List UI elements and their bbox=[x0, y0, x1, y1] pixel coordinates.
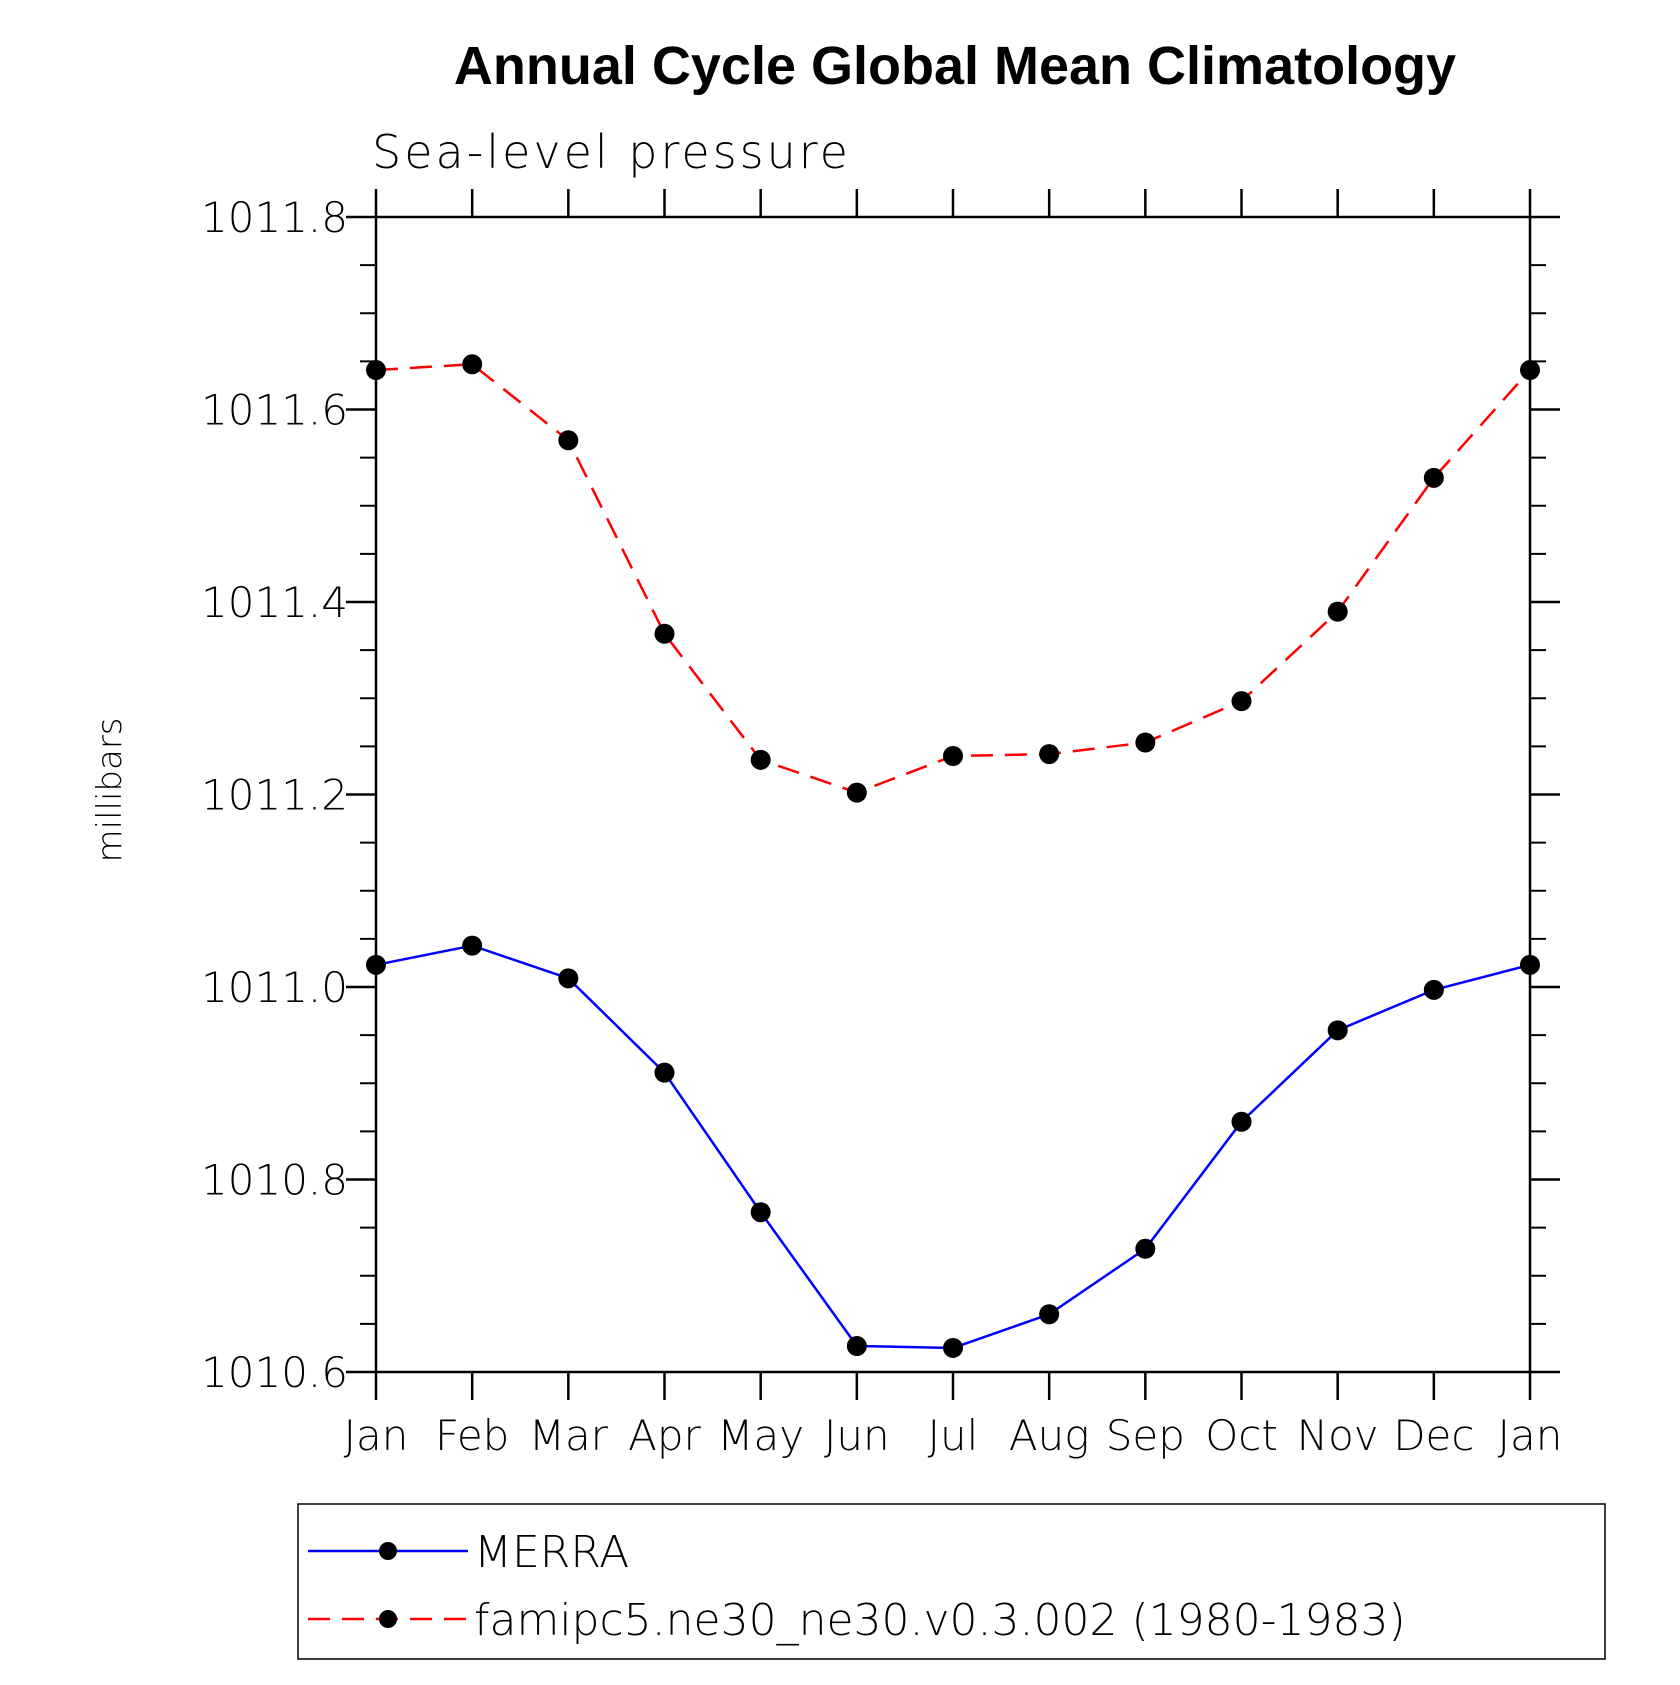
axes: 1010.6 1010.8 1011.0 1011.2 1011.4 1011.6 1011… bbox=[201, 189, 1562, 1460]
data-point bbox=[654, 623, 675, 644]
data-point bbox=[1520, 954, 1540, 975]
data-point bbox=[366, 360, 386, 381]
series-1 bbox=[366, 354, 1540, 803]
y-tick-label: 1011.4 bbox=[201, 578, 348, 627]
data-point bbox=[1039, 1304, 1060, 1325]
y-axis-label: millibars bbox=[90, 717, 130, 862]
data-point bbox=[943, 1337, 963, 1358]
data-point bbox=[1231, 1111, 1252, 1132]
chart-title: Annual Cycle Global Mean Climatology bbox=[454, 36, 1456, 96]
x-tick-label: Sep bbox=[1106, 1411, 1185, 1460]
x-tick-label: May bbox=[717, 1411, 804, 1460]
data-point bbox=[1135, 732, 1156, 753]
y-tick-label: 1010.8 bbox=[201, 1156, 348, 1205]
data-point bbox=[1423, 979, 1444, 1000]
x-tick-label: Nov bbox=[1297, 1411, 1379, 1460]
data-point bbox=[462, 354, 483, 375]
data-point bbox=[558, 968, 579, 989]
data-point bbox=[1327, 1020, 1348, 1041]
x-tick-label: Dec bbox=[1393, 1411, 1474, 1460]
data-point bbox=[846, 1336, 867, 1357]
x-tick-label: Jan bbox=[1498, 1411, 1563, 1460]
y-tick-label: 1010.6 bbox=[201, 1348, 348, 1397]
series-line bbox=[375, 944, 1531, 1350]
series-layer bbox=[366, 354, 1540, 1358]
legend-marker bbox=[379, 1542, 397, 1560]
data-point bbox=[1327, 601, 1348, 622]
legend: MERRA famipc5.ne30_ne30.v0.3.002 (1980-19… bbox=[297, 1503, 1606, 1660]
x-tick-label: Mar bbox=[529, 1411, 609, 1460]
y-tick-label: 1011.6 bbox=[201, 386, 348, 435]
legend-label: famipc5.ne30_ne30.v0.3.002 (1980-1983) bbox=[474, 1595, 1406, 1646]
x-tick-label: Feb bbox=[435, 1411, 509, 1460]
x-tick-label: Jan bbox=[344, 1411, 409, 1460]
data-point bbox=[846, 782, 867, 803]
legend-box bbox=[297, 1503, 1606, 1660]
data-point bbox=[366, 954, 386, 975]
legend-label: MERRA bbox=[474, 1527, 629, 1578]
legend-marker bbox=[379, 1610, 397, 1628]
x-tick-label: Jul bbox=[928, 1411, 979, 1460]
data-point bbox=[750, 1202, 771, 1223]
data-point bbox=[1039, 744, 1060, 765]
y-tick-label: 1011.0 bbox=[201, 963, 348, 1012]
chart-subtitle: Sea-level pressure bbox=[372, 125, 851, 179]
x-tick-label: Jun bbox=[824, 1411, 890, 1460]
data-point bbox=[558, 430, 579, 451]
data-point bbox=[943, 746, 963, 766]
data-point bbox=[654, 1062, 675, 1083]
y-tick-label: 1011.8 bbox=[201, 193, 348, 242]
x-tick-label: Oct bbox=[1205, 1411, 1278, 1460]
data-point bbox=[1423, 467, 1444, 488]
x-tick-label: Aug bbox=[1009, 1411, 1090, 1460]
y-tick-label: 1011.2 bbox=[201, 771, 348, 820]
data-point bbox=[750, 749, 771, 770]
data-point bbox=[462, 935, 483, 956]
data-point bbox=[1135, 1238, 1156, 1259]
data-point bbox=[1520, 360, 1540, 381]
plot-frame bbox=[374, 215, 1532, 1374]
series-0 bbox=[366, 935, 1540, 1358]
data-point bbox=[1231, 691, 1252, 712]
series-line bbox=[375, 362, 1531, 794]
x-tick-label: Apr bbox=[628, 1411, 701, 1460]
